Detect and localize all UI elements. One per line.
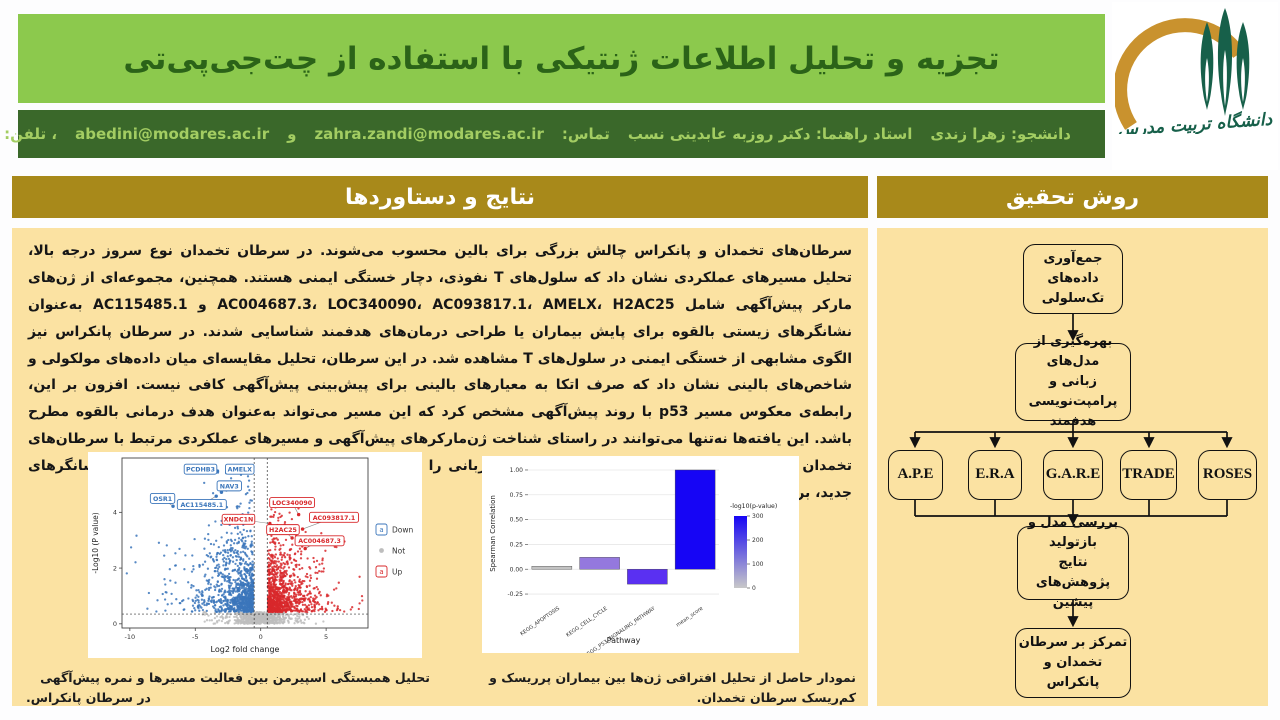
info-bar: دانشجو: زهرا زندی استاد راهنما: دکتر روز…	[0, 110, 1105, 158]
svg-text:H2AC25: H2AC25	[269, 527, 297, 534]
svg-text:0: 0	[259, 633, 263, 641]
svg-text:-0.25: -0.25	[507, 591, 523, 598]
conjunction: و	[287, 125, 297, 143]
svg-text:NAV3: NAV3	[220, 483, 239, 490]
svg-text:100: 100	[752, 561, 764, 568]
svg-text:-log10(p-value): -log10(p-value)	[730, 503, 777, 510]
svg-text:300: 300	[752, 513, 764, 520]
results-title: نتایج و دستاوردها	[345, 184, 535, 210]
university-name: دانشگاه تربیت مدرس	[1115, 109, 1273, 134]
logo-trees-highlight	[1205, 50, 1245, 106]
svg-text:0.25: 0.25	[510, 542, 524, 549]
svg-text:1.00: 1.00	[510, 467, 524, 474]
volcano-caption: نمودار حاصل از تحلیل افتراقی ژن‌ها بین ب…	[489, 670, 856, 705]
svg-text:0: 0	[113, 620, 117, 628]
bar-chart-svg: KEGG_APOPTOSIS KEGG_CELL_CYCLEKEGG_P53_SI…	[489, 467, 777, 659]
svg-text:5: 5	[324, 633, 328, 641]
svg-text:PCDHB3: PCDHB3	[186, 467, 215, 474]
svg-text:AMELX: AMELX	[228, 467, 252, 474]
svg-text:4: 4	[113, 509, 117, 517]
svg-text:-Log10 (P value): -Log10 (P value)	[91, 512, 100, 573]
bar-caption: تحلیل همبستگی اسپیرمن بین فعالیت مسیرها …	[26, 670, 430, 705]
results-header: نتایج و دستاوردها	[12, 176, 868, 218]
svg-text:AC115485.1: AC115485.1	[181, 502, 224, 509]
results-panel: نتایج و دستاوردها سرطان‌های تخمدان و پان…	[12, 176, 868, 706]
supervisor-name: استاد راهنما: دکتر روزبه عابدینی نسب	[627, 125, 913, 143]
svg-text:XNDC1N: XNDC1N	[224, 517, 254, 524]
phone-number: ، تلفن: ۰۲۱۸۲۸۸۳۳۵۷	[0, 125, 58, 143]
svg-text:a: a	[379, 526, 383, 534]
volcano-plot: -10 -5 0 5 0 2 4 Log2 fold change -Log10 (P valu…	[88, 452, 422, 658]
svg-text:Log2 fold change: Log2 fold change	[211, 645, 280, 654]
svg-text:2: 2	[113, 564, 117, 572]
results-body: سرطان‌های تخمدان و پانکراس چالش بزرگی بر…	[12, 228, 868, 706]
title-banner: تجزیه و تحلیل اطلاعات ژنتیکی با استفاده …	[18, 14, 1105, 103]
flow-model-era: E.R.A	[968, 450, 1022, 500]
svg-text:KEGG_CELL_CYCLE: KEGG_CELL_CYCLE	[565, 606, 608, 639]
university-logo: دانشگاه تربیت مدرس	[1112, 2, 1278, 170]
flow-model-ape: A.P.E	[888, 450, 943, 500]
svg-text:-5: -5	[192, 633, 198, 641]
university-logo-icon: دانشگاه تربیت مدرس	[1115, 8, 1273, 134]
method-flowchart: جمع‌آوری داده‌های تک‌سلولی بهره‌گیری از …	[877, 228, 1268, 706]
flow-step-llm-prompting: بهره‌گیری از مدل‌های زبانی و پرامپت‌نویس…	[1015, 334, 1131, 429]
svg-text:KEGG_APOPTOSIS: KEGG_APOPTOSIS	[519, 606, 561, 638]
svg-text:a: a	[379, 568, 383, 576]
method-panel: روش تحقیق	[877, 176, 1268, 706]
email-student: zahra.zandi@modares.ac.ir	[314, 125, 544, 143]
student-name: دانشجو: زهرا زندی	[930, 125, 1071, 143]
svg-text:-10: -10	[125, 633, 136, 641]
poster-title: تجزیه و تحلیل اطلاعات ژنتیکی با استفاده …	[123, 40, 1000, 77]
svg-text:Down: Down	[392, 525, 413, 534]
flow-model-roses: ROSES	[1198, 450, 1257, 500]
svg-text:0: 0	[752, 585, 756, 592]
volcano-svg: -10 -5 0 5 0 2 4 Log2 fold change -Log10 (P valu…	[91, 457, 413, 654]
bar-chart: KEGG_APOPTOSIS KEGG_CELL_CYCLE KEGG_P53_SI…	[482, 456, 799, 659]
svg-text:OSR1: OSR1	[153, 496, 172, 503]
svg-text:Not: Not	[392, 546, 405, 555]
contact-label: تماس:	[561, 125, 610, 143]
svg-text:200: 200	[752, 537, 764, 544]
svg-text:0.00: 0.00	[510, 566, 524, 573]
svg-text:LOC340090: LOC340090	[272, 500, 313, 507]
logo-arch-icon	[1115, 18, 1245, 130]
flow-model-gare: G.A.R.E	[1043, 450, 1103, 500]
method-header: روش تحقیق	[877, 176, 1268, 218]
svg-text:0.50: 0.50	[510, 517, 524, 524]
flow-step-model-review: بررسی مدل و بازتولید نتایج پژوهش‌های پیش…	[1017, 515, 1129, 610]
svg-text:mean_score: mean_score	[675, 606, 704, 629]
flow-step-cancer-focus: تمرکز بر سرطان تخمدان و پانکراس	[1015, 628, 1131, 698]
flow-model-trade: TRADE	[1120, 450, 1177, 500]
flow-step-data-collection: جمع‌آوری داده‌های تک‌سلولی	[1023, 244, 1123, 314]
svg-text:AC093817.1: AC093817.1	[313, 515, 356, 522]
svg-text:0.75: 0.75	[510, 492, 524, 499]
svg-text:AC004687.3: AC004687.3	[298, 538, 341, 545]
flowchart-connectors	[909, 314, 1233, 628]
svg-text:Spearman Correlation: Spearman Correlation	[489, 495, 497, 572]
email-supervisor: abedini@modares.ac.ir	[75, 125, 270, 143]
method-title: روش تحقیق	[1005, 184, 1140, 210]
svg-text:Up: Up	[392, 567, 402, 576]
svg-text:Pathway: Pathway	[607, 636, 641, 645]
